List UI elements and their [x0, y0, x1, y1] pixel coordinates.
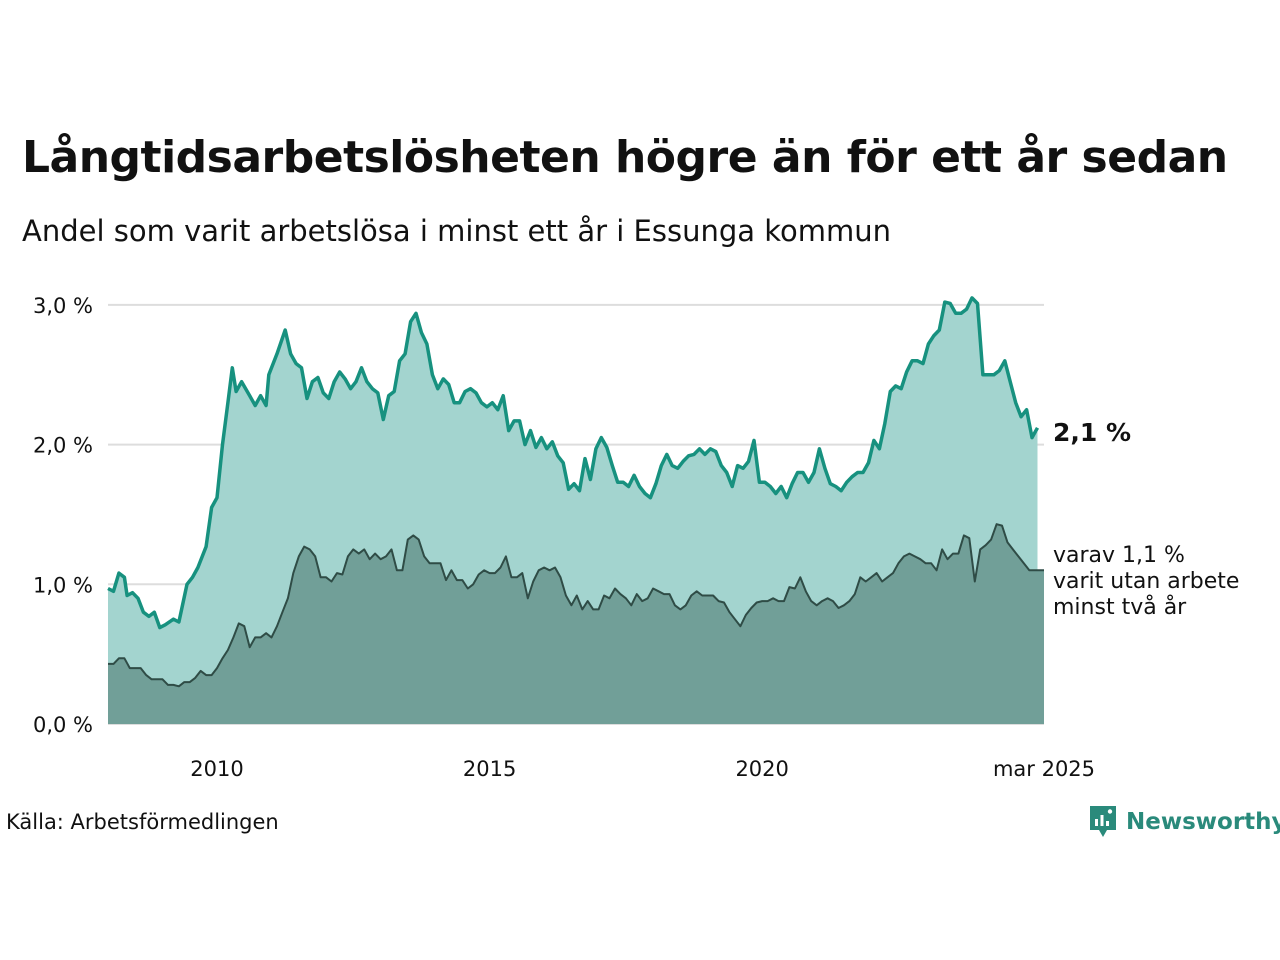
x-tick-label: mar 2025: [993, 757, 1095, 781]
main-end-label: 2,1 %: [1053, 418, 1131, 447]
y-tick-label: 2,0 %: [33, 434, 93, 458]
x-tick-label: 2015: [463, 757, 516, 781]
chart-title: Långtidsarbetslösheten högre än för ett …: [22, 132, 1228, 183]
newsworthy-logo: Newsworthy: [1088, 804, 1280, 840]
sub-end-label: varav 1,1 %: [1053, 543, 1185, 568]
y-tick-label: 0,0 %: [33, 713, 93, 737]
series-line-main: [107, 296, 1040, 630]
sub-end-label: varit utan arbete: [1053, 569, 1239, 594]
sub-end-label: minst två år: [1053, 594, 1187, 620]
x-tick-label: 2010: [190, 757, 243, 781]
newsworthy-logo-text: Newsworthy: [1126, 809, 1280, 835]
series-line-sub: [108, 523, 1044, 688]
series-area-sub: [108, 524, 1044, 724]
newsworthy-logo-icon: [1090, 806, 1116, 837]
y-tick-label: 1,0 %: [33, 573, 93, 597]
chart-subtitle: Andel som varit arbetslösa i minst ett å…: [22, 214, 891, 248]
source-note: Källa: Arbetsförmedlingen: [6, 810, 279, 834]
y-tick-label: 3,0 %: [33, 294, 93, 318]
x-tick-label: 2020: [735, 757, 788, 781]
